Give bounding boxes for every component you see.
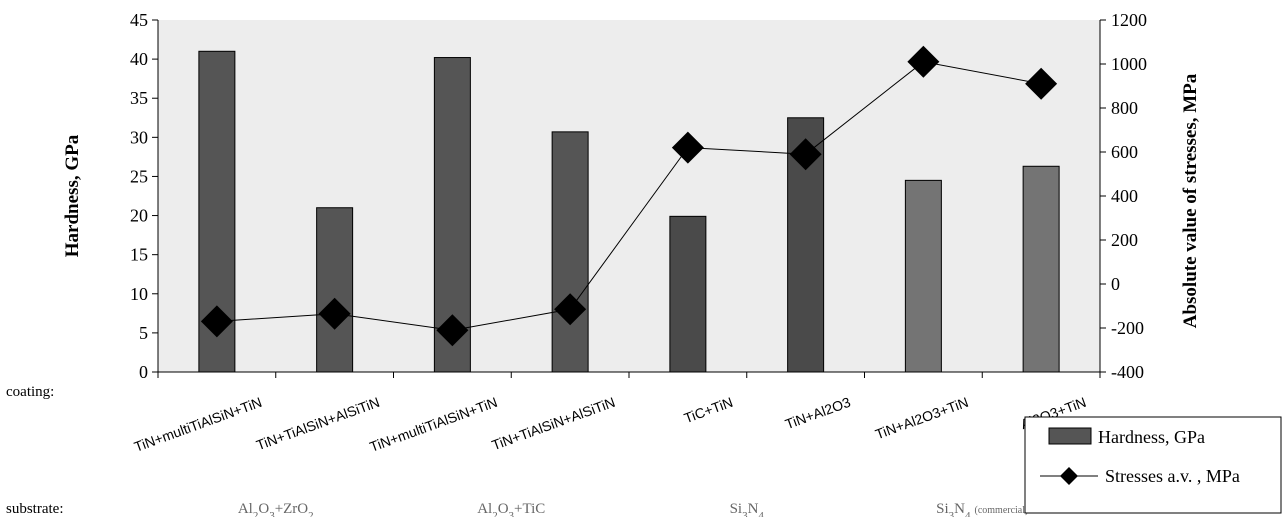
y2-tick-label: 200 [1111, 230, 1138, 250]
stress-point-8 [1025, 67, 1058, 100]
bar-4 [551, 131, 589, 373]
y2-tick-label: 800 [1111, 98, 1138, 118]
stress-point-2 [318, 297, 351, 330]
substrate-text: +TiC [514, 501, 545, 517]
category-label-5: TiC+TiN [682, 394, 735, 426]
substrate-labels: Al2O3+ZrO2 Al2O3+TiC Si3N4 Si3N4 (commercial… [238, 501, 1029, 517]
substrate-text: Al [477, 501, 492, 517]
substrate-subscript: 3 [509, 510, 515, 517]
y2-tick-label: 400 [1111, 186, 1138, 206]
left-axis-ticks: 0 5 10 15 20 25 30 35 40 45 [130, 10, 158, 382]
stress-point-3 [436, 314, 469, 347]
legend-bar-swatch [1048, 427, 1092, 445]
substrate-subscript: 2 [253, 510, 259, 517]
stress-point-4 [554, 293, 587, 326]
category-label-2: TiN+TiAlSiN+AlSiTiN [254, 394, 382, 453]
bar-2 [316, 207, 354, 373]
category-label-6: TiN+Al2O3 [783, 394, 853, 432]
bar-7 [904, 179, 942, 373]
substrate-subscript: 4 [758, 510, 764, 517]
substrate-text: N [748, 501, 759, 517]
y2-tick-label: 1000 [1111, 54, 1147, 74]
category-label-3: TiN+multiTiAlSiN+TiN [367, 394, 499, 455]
y-tick-label: 5 [139, 323, 148, 343]
y2-tick-label: 0 [1111, 274, 1120, 294]
substrate-note: (commercial) [975, 505, 1029, 516]
substrate-label-4: Si3N4 (commercial) [936, 501, 1028, 517]
coating-label: coating: [6, 384, 54, 400]
substrate-subscript: 2 [308, 510, 314, 517]
y2-tick-label: 600 [1111, 142, 1138, 162]
right-axis-ticks: -400 -200 0 200 400 600 800 1000 1200 [1100, 10, 1147, 382]
substrate-text: O [498, 501, 509, 517]
substrate-label-1: Al2O3+ZrO2 [238, 501, 314, 517]
substrate-text: Si [730, 501, 743, 517]
substrate-label: substrate: [6, 501, 64, 517]
stress-point-7 [907, 45, 940, 78]
substrate-text: Si [936, 501, 949, 517]
y-tick-label: 15 [130, 245, 148, 265]
y-tick-label: 0 [139, 362, 148, 382]
substrate-text: +ZrO [275, 501, 309, 517]
stress-point-1 [200, 305, 233, 338]
legend: Hardness, GPa Stresses a.v. , MPa [1024, 416, 1282, 514]
category-label-4: TiN+TiAlSiN+AlSiTiN [490, 394, 618, 453]
substrate-text: N [954, 501, 965, 517]
substrate-subscript: 3 [742, 510, 748, 517]
legend-diamond-icon [1060, 467, 1078, 485]
legend-item-stresses: Stresses a.v. , MPa [1105, 466, 1240, 486]
y-tick-label: 20 [130, 206, 148, 226]
bar-5 [669, 215, 707, 373]
legend-item-hardness: Hardness, GPa [1098, 427, 1205, 447]
substrate-label-3: Si3N4 [730, 501, 765, 517]
substrate-subscript: 4 [965, 510, 971, 517]
substrate-subscript: 3 [269, 510, 275, 517]
category-label-1: TiN+multiTiAlSiN+TiN [132, 394, 264, 455]
y-tick-label: 45 [130, 10, 148, 30]
substrate-text: O [258, 501, 269, 517]
bar-8 [1022, 165, 1060, 373]
stress-line-series [200, 45, 1058, 347]
stress-line [216, 61, 1042, 331]
y-axis-title: Hardness, GPa [62, 134, 83, 257]
y-tick-label: 35 [130, 88, 148, 108]
stress-point-6 [789, 138, 822, 171]
y2-tick-label: -400 [1111, 362, 1144, 382]
y2-tick-label: 1200 [1111, 10, 1147, 30]
category-labels: TiN+multiTiAlSiN+TiNTiN+TiAlSiN+AlSiTiNT… [132, 394, 1088, 455]
y-tick-label: 30 [130, 127, 148, 147]
substrate-subscript: 2 [492, 510, 498, 517]
y-tick-label: 10 [130, 284, 148, 304]
stress-point-5 [671, 131, 704, 164]
substrate-subscript: 3 [949, 510, 955, 517]
y-tick-label: 40 [130, 49, 148, 69]
substrate-label-2: Al2O3+TiC [477, 501, 545, 517]
plot-area [158, 20, 1100, 372]
substrate-text: Al [238, 501, 253, 517]
category-label-7: TiN+Al2O3+TiN [873, 394, 970, 442]
bar-3 [433, 57, 471, 373]
y2-tick-label: -200 [1111, 318, 1144, 338]
y-tick-label: 25 [130, 166, 148, 186]
y2-axis-title: Absolute value of stresses, MPa [1180, 73, 1201, 328]
